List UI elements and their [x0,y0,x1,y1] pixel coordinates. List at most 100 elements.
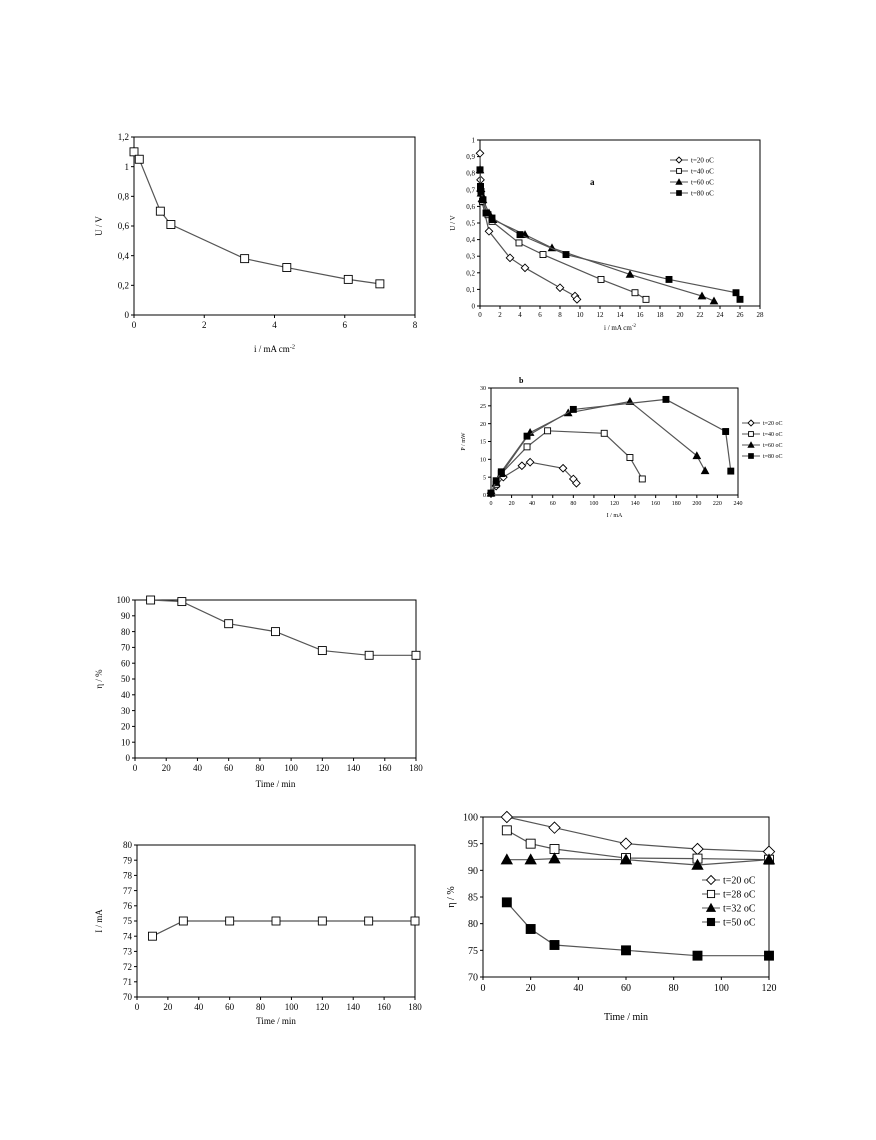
data-point [562,251,570,258]
data-point [497,468,505,476]
legend-label: t=50 oC [723,918,756,929]
data-point [524,853,537,865]
data-point [317,916,327,926]
x-tick-label: 180 [408,1002,422,1012]
y-tick-label: 75 [123,916,133,926]
x-axis-label: i / mA cm-2 [254,343,295,354]
legend-marker [676,190,682,196]
data-point [544,427,552,435]
legend-label: t=80 oC [763,454,783,460]
y-tick-label: 0,7 [466,186,475,194]
x-tick-label: 18 [657,311,665,319]
y-tick-label: 20 [121,722,131,732]
data-point [484,226,494,236]
data-point [271,916,281,926]
x-tick-label: 28 [757,311,765,319]
x-tick-label: 120 [316,763,330,773]
x-tick-label: 40 [529,501,535,507]
x-tick-label: 0 [133,763,138,773]
y-tick-label: 90 [468,866,478,877]
chart-current-vs-time: 0 20 40 60 80 100 120 140 160 180 70 71 72 73 74 75 76 77… [94,840,422,1026]
y-tick-label: 0 [125,310,130,320]
x-tick-label: 200 [692,501,701,507]
legend-marker [748,453,754,459]
data-point [317,646,327,656]
y-tick-label: 78 [123,871,133,881]
data-point [692,451,702,460]
y-tick-label: 71 [123,977,132,987]
y-tick-label: 1,2 [118,132,129,142]
y-tick-label: 1 [125,162,130,172]
legend-label: t=80 oC [691,189,714,197]
data-point [548,821,561,834]
x-tick-label: 80 [256,1002,266,1012]
y-tick-label: 73 [123,947,133,957]
y-tick-label: 10 [121,737,131,747]
series-line [133,151,380,285]
data-point [501,825,512,836]
x-tick-label: 2 [498,311,502,319]
y-tick-label: 0,2 [118,280,129,290]
x-tick-label: 60 [225,1002,235,1012]
data-point [147,931,157,941]
data-point [166,220,176,229]
data-point [525,457,535,467]
data-point [477,188,485,195]
data-point [520,263,530,273]
y-axis-label: η / % [94,669,104,689]
data-point [515,239,523,247]
y-tick-label: 76 [123,901,133,911]
x-tick-label: 120 [610,501,619,507]
x-tick-label: 0 [478,311,482,319]
y-tick-label: 0 [126,753,131,763]
data-point [375,279,385,289]
data-point [572,294,582,304]
data-point [523,443,531,451]
y-tick-label: 50 [121,674,131,684]
data-point [501,897,512,908]
legend-label: t=60 oC [763,443,783,449]
y-tick-label: 75 [468,946,478,957]
x-axis-label: Time / min [256,779,296,789]
data-point [282,263,292,272]
x-tick-label: 40 [193,763,203,773]
y-tick-label: 0,2 [466,269,475,277]
data-point [638,475,646,483]
legend-marker [705,902,717,912]
y-axis-label: I / mA [94,909,104,933]
series-4 [476,166,744,303]
x-axis-label: I / mA [607,513,623,519]
y-tick-label: 0,1 [466,286,475,294]
data-point [642,295,650,303]
data-point [129,147,139,157]
x-tick-label: 80 [255,763,265,773]
data-point [224,619,234,629]
x-tick-label: 140 [346,1002,360,1012]
x-tick-label: 100 [285,1002,299,1012]
data-point [500,810,514,824]
x-tick-label: 4 [518,311,522,319]
x-tick-label: 180 [409,763,423,773]
x-tick-label: 160 [377,1002,391,1012]
x-tick-label: 60 [224,763,234,773]
x-tick-label: 20 [163,1002,173,1012]
chart-b-power-vs-current-temperatures: 0 20 40 60 80 100 120 140 160 180 200 220 240 0 5 10 15 2… [461,376,783,519]
data-point [475,148,485,158]
data-point [691,858,704,870]
series-1 [147,916,420,941]
data-point [488,214,496,222]
data-point [364,916,374,926]
x-tick-label: 120 [762,983,777,994]
legend-marker [705,874,717,886]
x-tick-label: 20 [509,501,515,507]
y-tick-label: 80 [123,840,133,850]
plot-area [479,139,761,307]
data-point [525,924,536,934]
x-tick-label: 4 [272,320,277,330]
data-point [572,478,581,488]
legend-label: t=60 oC [691,178,714,186]
data-point [621,945,631,956]
data-point [764,950,774,961]
x-tick-label: 60 [621,983,631,994]
x-tick-label: 8 [558,311,562,319]
